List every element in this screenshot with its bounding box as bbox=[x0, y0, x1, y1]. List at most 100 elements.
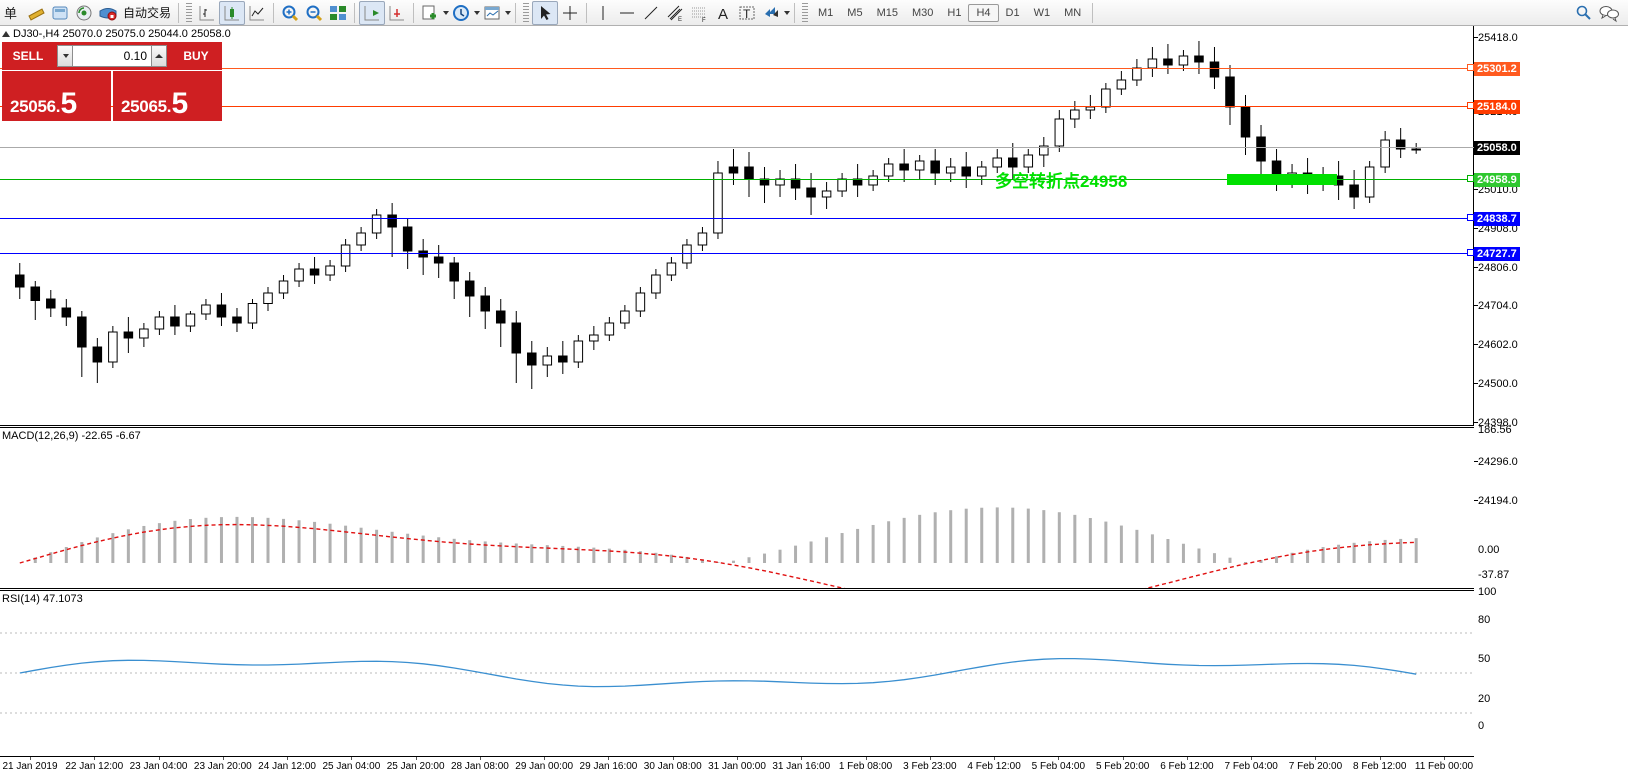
arrows-icon[interactable] bbox=[759, 1, 783, 25]
price-scale[interactable]: 25418.025214.025112.025010.024908.024806… bbox=[1474, 26, 1628, 752]
timeframe-d1[interactable]: D1 bbox=[1005, 6, 1020, 19]
chart-shift-icon[interactable] bbox=[359, 0, 386, 25]
rsi-scale-tick: 80 bbox=[1478, 614, 1491, 626]
horizontal-line-icon[interactable] bbox=[615, 1, 639, 25]
period-clock-icon[interactable] bbox=[449, 1, 473, 25]
buy-button[interactable]: BUY bbox=[170, 42, 222, 70]
bar-chart-icon[interactable] bbox=[195, 1, 219, 25]
price-tag-resistance[interactable]: 25301.2 bbox=[1474, 62, 1520, 76]
gold-bar-icon[interactable] bbox=[24, 1, 48, 25]
period-dropdown-caret[interactable] bbox=[474, 10, 481, 15]
collapse-icon[interactable] bbox=[2, 31, 10, 37]
volume-up-button[interactable] bbox=[151, 45, 167, 67]
signal-icon[interactable] bbox=[72, 1, 96, 25]
timeframe-m1[interactable]: M1 bbox=[818, 6, 834, 19]
zoom-in-icon[interactable] bbox=[278, 1, 302, 25]
candlestick-chart-icon[interactable] bbox=[219, 0, 246, 25]
resistance-line-25301[interactable] bbox=[0, 68, 1474, 69]
symbol-info: DJ30-,H4 25070.0 25075.0 25044.0 25058.0 bbox=[2, 28, 231, 40]
macd-scale-tick: 186.56 bbox=[1478, 424, 1512, 436]
sell-button[interactable]: SELL bbox=[2, 42, 54, 70]
arrows-dropdown-caret[interactable] bbox=[784, 10, 791, 15]
timeframe-m15[interactable]: M15 bbox=[876, 6, 898, 19]
search-icon[interactable] bbox=[1572, 1, 1596, 25]
time-label: 3 Feb 23:00 bbox=[903, 761, 957, 772]
sell-price[interactable]: 25056 . 5 bbox=[2, 71, 111, 121]
toolbar-grip[interactable] bbox=[186, 2, 193, 23]
chart-window[interactable]: DJ30-,H4 25070.0 25075.0 25044.0 25058.0… bbox=[0, 26, 1628, 778]
time-label: 6 Feb 12:00 bbox=[1160, 761, 1214, 772]
sell-price-integer: 25056 bbox=[10, 97, 56, 116]
price-tag-last-price[interactable]: 25058.0 bbox=[1474, 141, 1520, 155]
buy-price-pip: 5 bbox=[171, 87, 189, 121]
line-chart-icon[interactable] bbox=[245, 1, 269, 25]
support-handle-24727[interactable] bbox=[1467, 249, 1474, 256]
time-label: 1 Feb 08:00 bbox=[838, 761, 893, 772]
resistance-handle-25301[interactable] bbox=[1467, 64, 1474, 71]
time-tick bbox=[1251, 757, 1253, 760]
support-handle-24838[interactable] bbox=[1467, 214, 1474, 221]
text-icon[interactable]: A bbox=[711, 1, 735, 25]
volume-control[interactable]: 0.10 bbox=[54, 42, 170, 70]
market-watch-icon[interactable] bbox=[48, 1, 72, 25]
time-label: 5 Feb 20:00 bbox=[1095, 761, 1150, 772]
tile-windows-icon[interactable] bbox=[326, 1, 350, 25]
timeframe-h1[interactable]: H1 bbox=[947, 6, 962, 19]
time-label: 7 Feb 04:00 bbox=[1224, 761, 1278, 772]
zoom-out-icon[interactable] bbox=[302, 1, 326, 25]
pivot-handle-24958[interactable] bbox=[1467, 175, 1474, 182]
time-tick bbox=[351, 757, 353, 760]
rsi-pane-divider[interactable] bbox=[0, 588, 1474, 591]
chart-annotation[interactable]: 多空转折点24958 bbox=[995, 172, 1128, 191]
price-tick: 24296.0 bbox=[1474, 456, 1518, 468]
timeframe-toolbar-grip[interactable] bbox=[802, 2, 809, 23]
time-tick bbox=[737, 757, 738, 760]
macd-pane-divider[interactable] bbox=[0, 425, 1474, 428]
templates-icon[interactable] bbox=[480, 1, 504, 25]
price-tag-pivot[interactable]: 24958.9 bbox=[1474, 173, 1520, 187]
resistance-line-25184[interactable] bbox=[0, 106, 1474, 107]
timeframe-m5[interactable]: M5 bbox=[847, 6, 863, 19]
time-tick bbox=[672, 757, 674, 760]
rsi-scale-tick: 0 bbox=[1478, 720, 1485, 732]
rsi-label[interactable]: RSI(14) 47.1073 bbox=[2, 593, 83, 605]
support-line-24727[interactable] bbox=[0, 253, 1474, 254]
timeframe-h4[interactable]: H4 bbox=[968, 3, 999, 22]
macd-label[interactable]: MACD(12,26,9) -22.65 -6.67 bbox=[2, 430, 141, 442]
vertical-line-icon[interactable] bbox=[591, 1, 615, 25]
time-tick bbox=[158, 757, 160, 760]
volume-input[interactable]: 0.10 bbox=[73, 45, 151, 67]
expert-advisor-icon[interactable] bbox=[96, 1, 120, 25]
indicator-dropdown-caret[interactable] bbox=[443, 10, 450, 15]
resistance-handle-25184[interactable] bbox=[1467, 102, 1474, 109]
cursor-icon[interactable] bbox=[532, 0, 559, 25]
fibonacci-icon[interactable]: F bbox=[687, 1, 711, 25]
price-tick: 25010.0 bbox=[1474, 184, 1518, 196]
text-label-icon[interactable]: T bbox=[735, 1, 759, 25]
buy-price[interactable]: 25065 . 5 bbox=[113, 71, 222, 121]
price-tag-support[interactable]: 24838.7 bbox=[1474, 212, 1520, 226]
trendline-icon[interactable] bbox=[639, 1, 663, 25]
support-line-24838[interactable] bbox=[0, 218, 1474, 219]
timeframe-mn[interactable]: MN bbox=[1064, 6, 1082, 19]
time-label: 25 Jan 20:00 bbox=[386, 761, 445, 772]
add-indicator-icon[interactable] bbox=[418, 1, 442, 25]
drawing-toolbar-grip[interactable] bbox=[523, 2, 530, 23]
timeframe-m30[interactable]: M30 bbox=[911, 6, 934, 19]
templates-dropdown-caret[interactable] bbox=[505, 10, 512, 15]
crosshair-icon[interactable] bbox=[558, 1, 582, 25]
auto-scroll-icon[interactable] bbox=[385, 1, 409, 25]
price-tag-resistance[interactable]: 25184.0 bbox=[1474, 100, 1520, 114]
pivot-line-24958[interactable] bbox=[0, 179, 1474, 180]
time-axis[interactable]: 21 Jan 2019 22 Jan 12:00 23 Jan 04:00 23 Ja… bbox=[0, 756, 1474, 778]
price-pane[interactable]: DJ30-,H4 25070.0 25075.0 25044.0 25058.0… bbox=[0, 26, 1474, 425]
price-tag-support[interactable]: 24727.7 bbox=[1474, 247, 1520, 261]
volume-dropdown-button[interactable] bbox=[57, 45, 73, 67]
equidistant-channel-icon[interactable]: E bbox=[663, 1, 687, 25]
auto-trading-label[interactable]: 自动交易 bbox=[123, 6, 172, 20]
new-order-icon[interactable]: 单 bbox=[0, 1, 24, 25]
timeframe-w1[interactable]: W1 bbox=[1033, 6, 1051, 19]
one-click-trading-panel[interactable]: SELL 0.10 BUY 25056 . 5 25065 bbox=[2, 42, 222, 121]
chat-icon[interactable] bbox=[1596, 1, 1622, 25]
rsi-svg bbox=[0, 632, 1474, 714]
